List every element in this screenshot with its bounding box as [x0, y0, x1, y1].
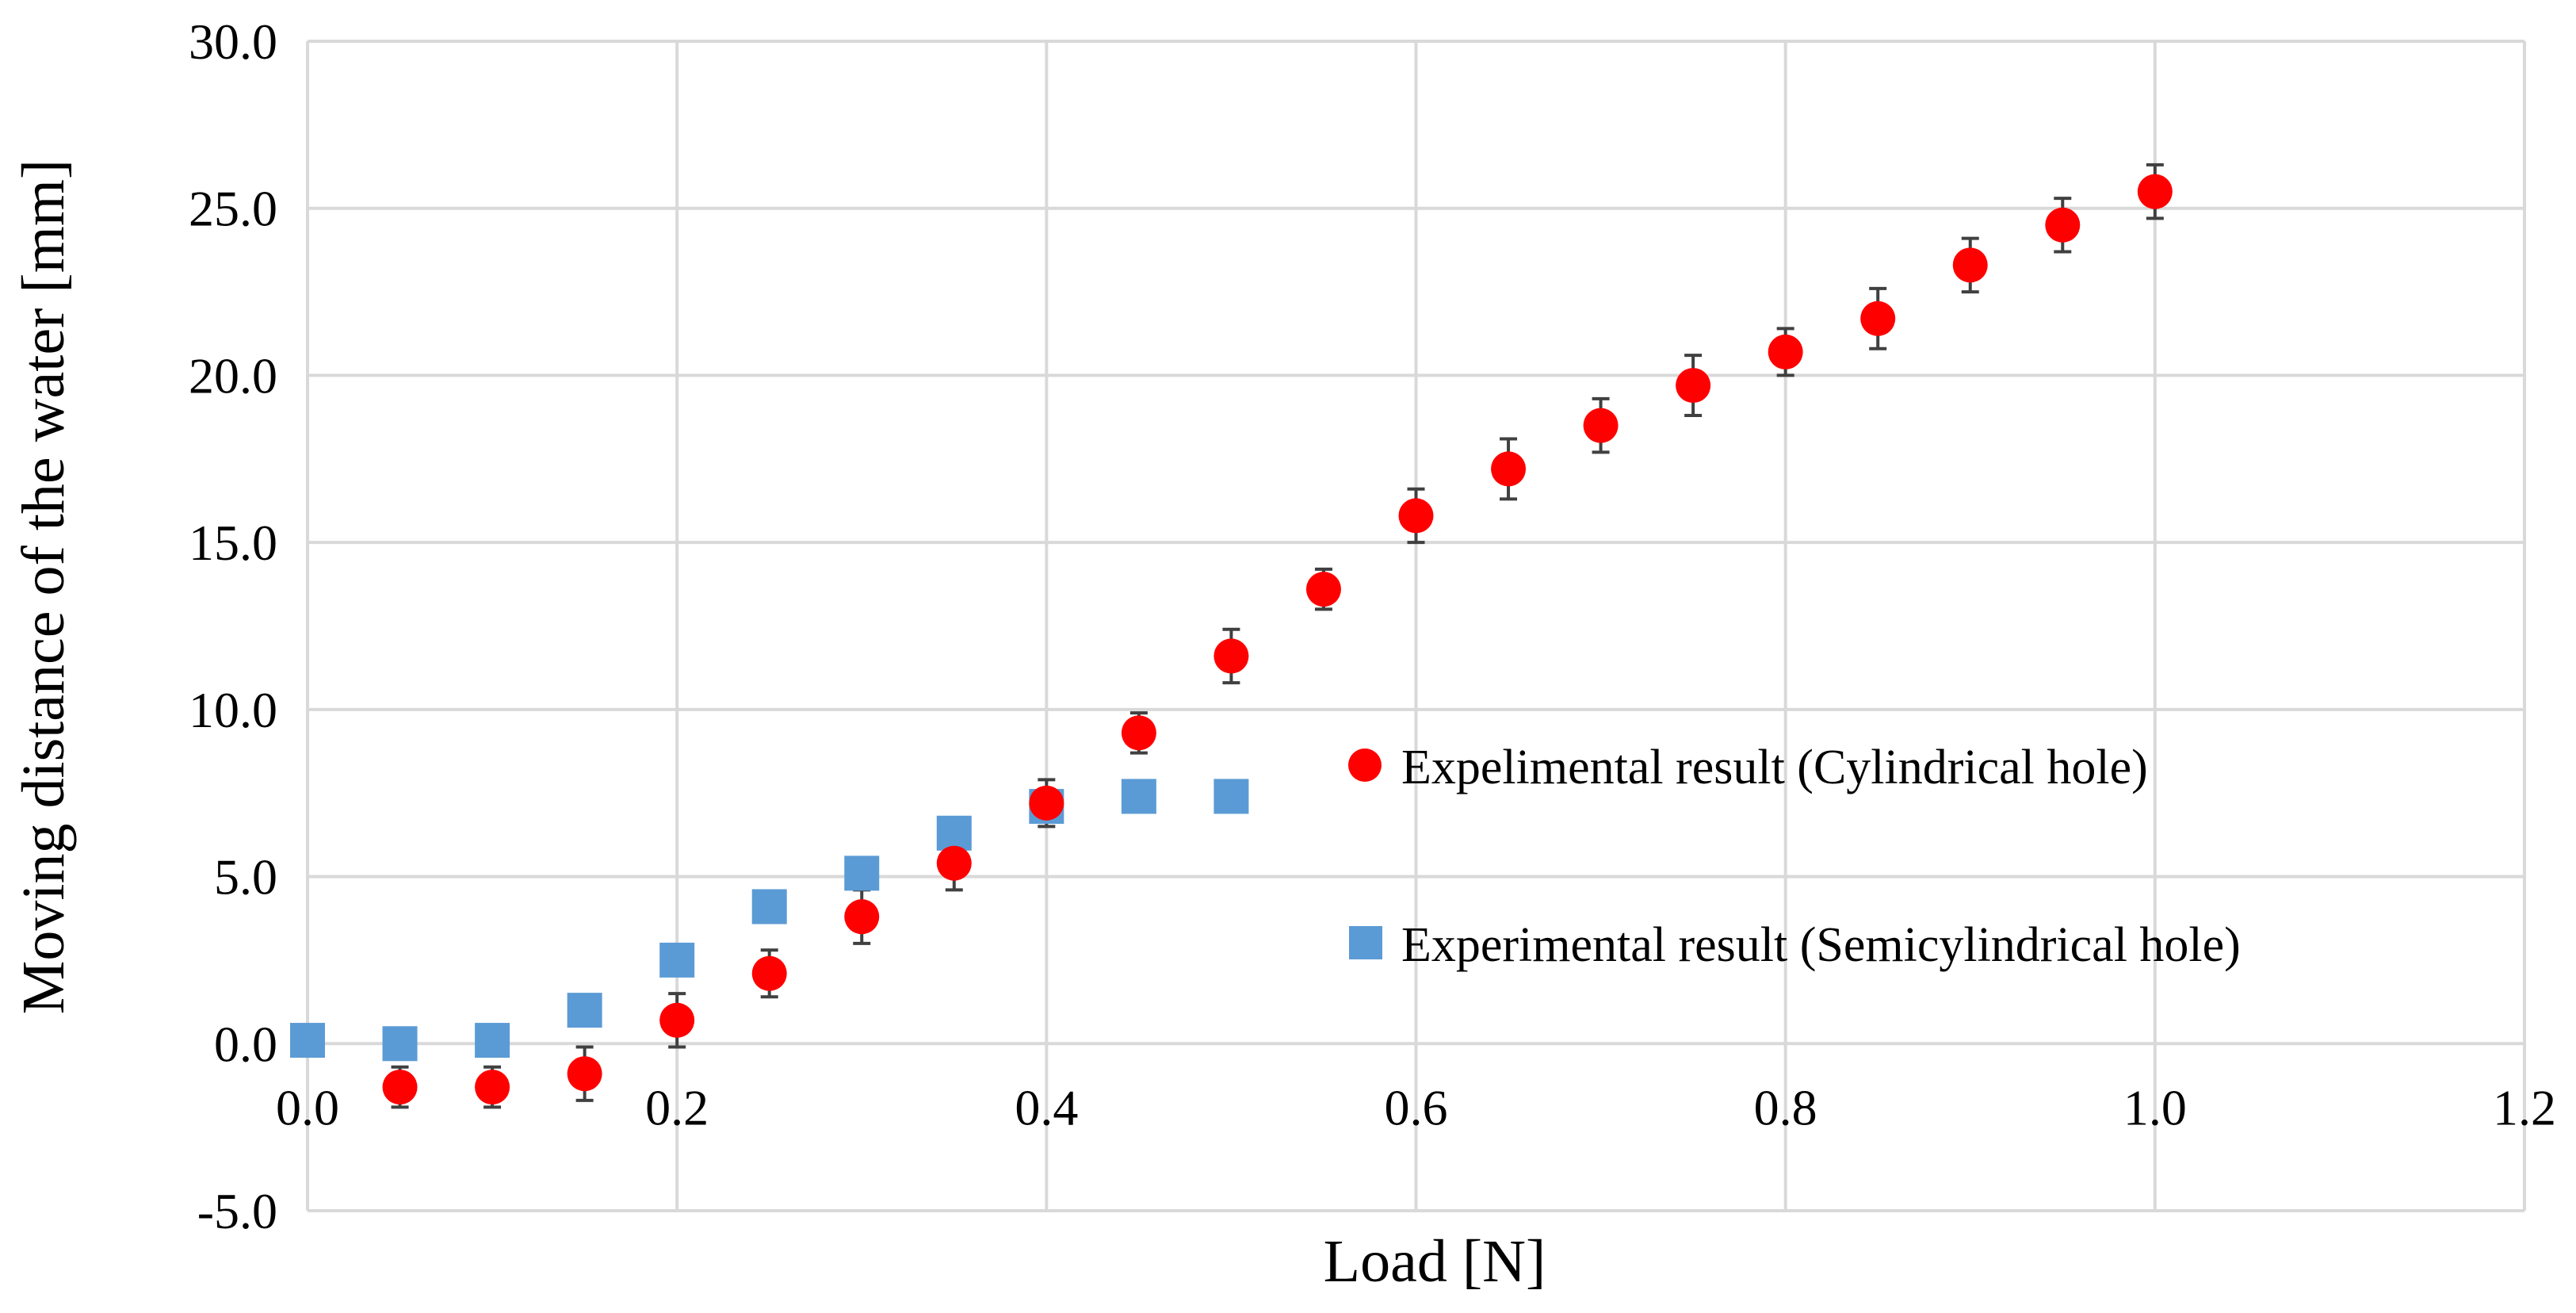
x-tick-label: 0.8	[1754, 1079, 1817, 1135]
cylindrical-point	[659, 1002, 695, 1038]
legend-marker-semicylindrical	[1349, 926, 1382, 959]
cylindrical-point	[1121, 715, 1156, 751]
x-tick-label: 0.2	[645, 1079, 709, 1135]
y-tick-label: 15.0	[189, 515, 277, 571]
semicylindrical-point	[844, 856, 880, 891]
semicylindrical-point	[659, 942, 695, 978]
cylindrical-point	[1491, 451, 1527, 487]
legend-label-cylindrical: Expelimental result (Cylindrical hole)	[1401, 741, 2148, 794]
semicylindrical-point	[382, 1026, 418, 1062]
y-tick-label: 10.0	[189, 682, 277, 738]
x-axis-title: Load [N]	[1324, 1228, 1546, 1295]
cylindrical-point	[567, 1056, 602, 1092]
y-tick-label: 30.0	[189, 13, 277, 70]
cylindrical-point	[751, 955, 787, 991]
legend-marker-cylindrical	[1348, 748, 1382, 782]
cylindrical-point	[475, 1070, 510, 1105]
semicylindrical-point	[567, 993, 602, 1028]
gridlines	[306, 40, 2526, 1212]
semicylindrical-point	[751, 889, 787, 924]
semicylindrical-point	[936, 815, 972, 851]
semicylindrical-point	[475, 1023, 510, 1058]
cylindrical-point	[1676, 368, 1711, 404]
cylindrical-point	[1860, 300, 1896, 336]
x-tick-label: 1.2	[2493, 1079, 2556, 1135]
x-tick-label: 0.6	[1385, 1079, 1448, 1135]
y-tick-label: 25.0	[189, 181, 277, 237]
data-points	[290, 174, 2173, 1105]
y-tick-label: -5.0	[197, 1183, 277, 1239]
cylindrical-point	[1583, 408, 1619, 443]
legend: Expelimental result (Cylindrical hole) E…	[1348, 741, 2241, 972]
semicylindrical-point	[1213, 779, 1249, 814]
y-axis-title: Moving distance of the water [mm]	[10, 159, 77, 1014]
cylindrical-point	[1029, 785, 1064, 821]
cylindrical-point	[1305, 572, 1341, 607]
tick-labels: -5.0 0.0 5.0 10.0 15.0 20.0 25.0 30.0 0.0 0.2 0.4 0…	[189, 13, 2556, 1239]
cylindrical-point	[1768, 334, 1803, 369]
legend-label-semicylindrical: Experimental result (Semicylindrical hol…	[1401, 918, 2241, 972]
cylindrical-point	[382, 1070, 418, 1105]
x-tick-label: 0.4	[1015, 1079, 1078, 1135]
cylindrical-point	[844, 899, 880, 935]
x-tick-label: 1.0	[2123, 1079, 2187, 1135]
cylindrical-point	[1213, 638, 1249, 674]
cylindrical-point	[2137, 174, 2173, 209]
cylindrical-point	[2045, 207, 2081, 243]
cylindrical-point	[1952, 247, 1988, 283]
semicylindrical-point	[290, 1023, 325, 1058]
y-tick-label: 20.0	[189, 347, 277, 404]
cylindrical-point	[936, 845, 972, 881]
y-tick-label: 0.0	[214, 1016, 277, 1072]
cylindrical-point	[1398, 498, 1434, 534]
semicylindrical-point	[1121, 779, 1156, 814]
y-tick-label: 5.0	[214, 849, 277, 905]
x-tick-label: 0.0	[276, 1079, 339, 1135]
